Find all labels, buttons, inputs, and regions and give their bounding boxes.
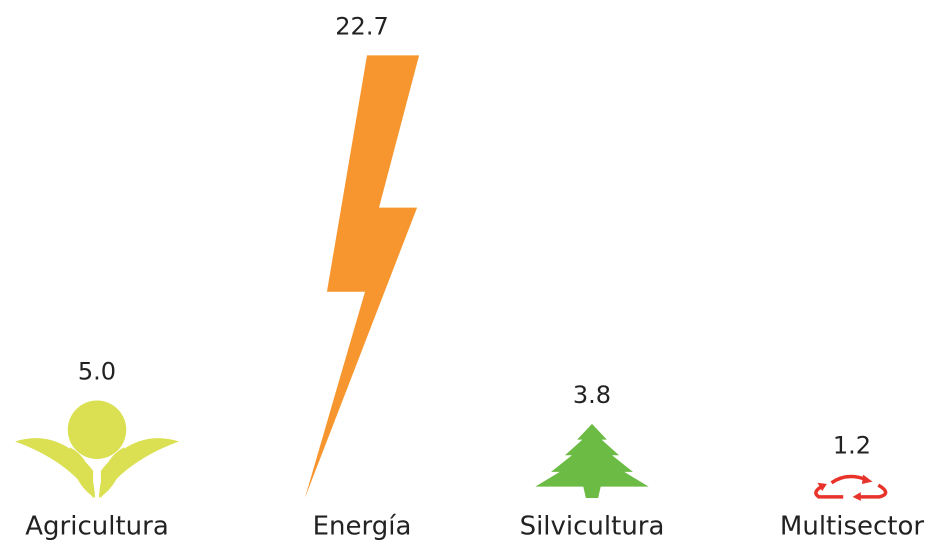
pictogram-icon <box>535 423 649 498</box>
value-label: 3.8 <box>573 381 611 409</box>
icon-part <box>98 447 125 498</box>
icon-part <box>852 492 861 501</box>
icon-part <box>830 474 867 485</box>
category-label: Energía <box>313 512 412 542</box>
value-label: 5.0 <box>78 358 116 386</box>
icon-part <box>859 483 888 499</box>
icon-part <box>67 400 127 459</box>
icon-part <box>304 55 420 498</box>
category-label: Agricultura <box>25 512 169 542</box>
icon-part <box>817 482 827 491</box>
pictogram-icon <box>814 474 888 501</box>
category-label: Silvicultura <box>520 512 665 542</box>
icon-part <box>861 474 873 484</box>
value-label: 22.7 <box>335 12 388 40</box>
pictogram-icon <box>304 55 420 498</box>
icon-part <box>535 423 649 498</box>
pictogram-icon <box>15 400 179 498</box>
icon-part <box>69 447 96 498</box>
icon-part <box>814 484 844 499</box>
value-label: 1.2 <box>833 432 871 460</box>
category-label: Multisector <box>780 512 924 542</box>
